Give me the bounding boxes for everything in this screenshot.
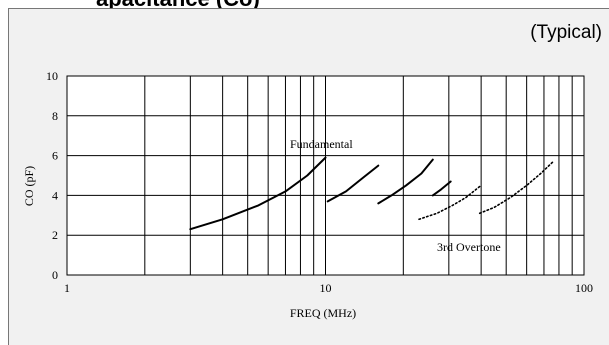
- plot-area: [189, 156, 554, 231]
- y-tick-label: 2: [52, 228, 58, 242]
- x-tick-label: 1: [64, 281, 70, 295]
- tick-labels: 0 2 4 6 8 10 1 10 100: [46, 69, 593, 295]
- y-tick-label: 10: [46, 69, 58, 83]
- series-line-4: [431, 180, 452, 197]
- partial-title: apacitance (Co): [96, 0, 260, 12]
- grid: [66, 75, 585, 276]
- typical-note: (Typical): [530, 22, 602, 43]
- x-tick-label: 10: [320, 281, 332, 295]
- series-line-3: [377, 158, 434, 205]
- y-tick-label: 4: [52, 188, 58, 202]
- series-line-2: [326, 164, 380, 203]
- y-tick-label: 6: [52, 149, 58, 163]
- y-tick-label: 8: [52, 109, 58, 123]
- series-line-5: [418, 184, 482, 221]
- annotation-3rd-overtone: 3rd Overtone: [437, 240, 501, 254]
- series-line-6: [478, 160, 554, 215]
- series-line-1: [189, 156, 327, 231]
- y-axis-label: CO (pF): [22, 166, 36, 206]
- x-axis-label: FREQ (MHz): [290, 306, 356, 320]
- x-tick-label: 100: [575, 281, 593, 295]
- y-tick-label: 0: [52, 268, 58, 282]
- annotation-fundamental: Fundamental: [290, 137, 353, 151]
- top-band: [0, 0, 609, 8]
